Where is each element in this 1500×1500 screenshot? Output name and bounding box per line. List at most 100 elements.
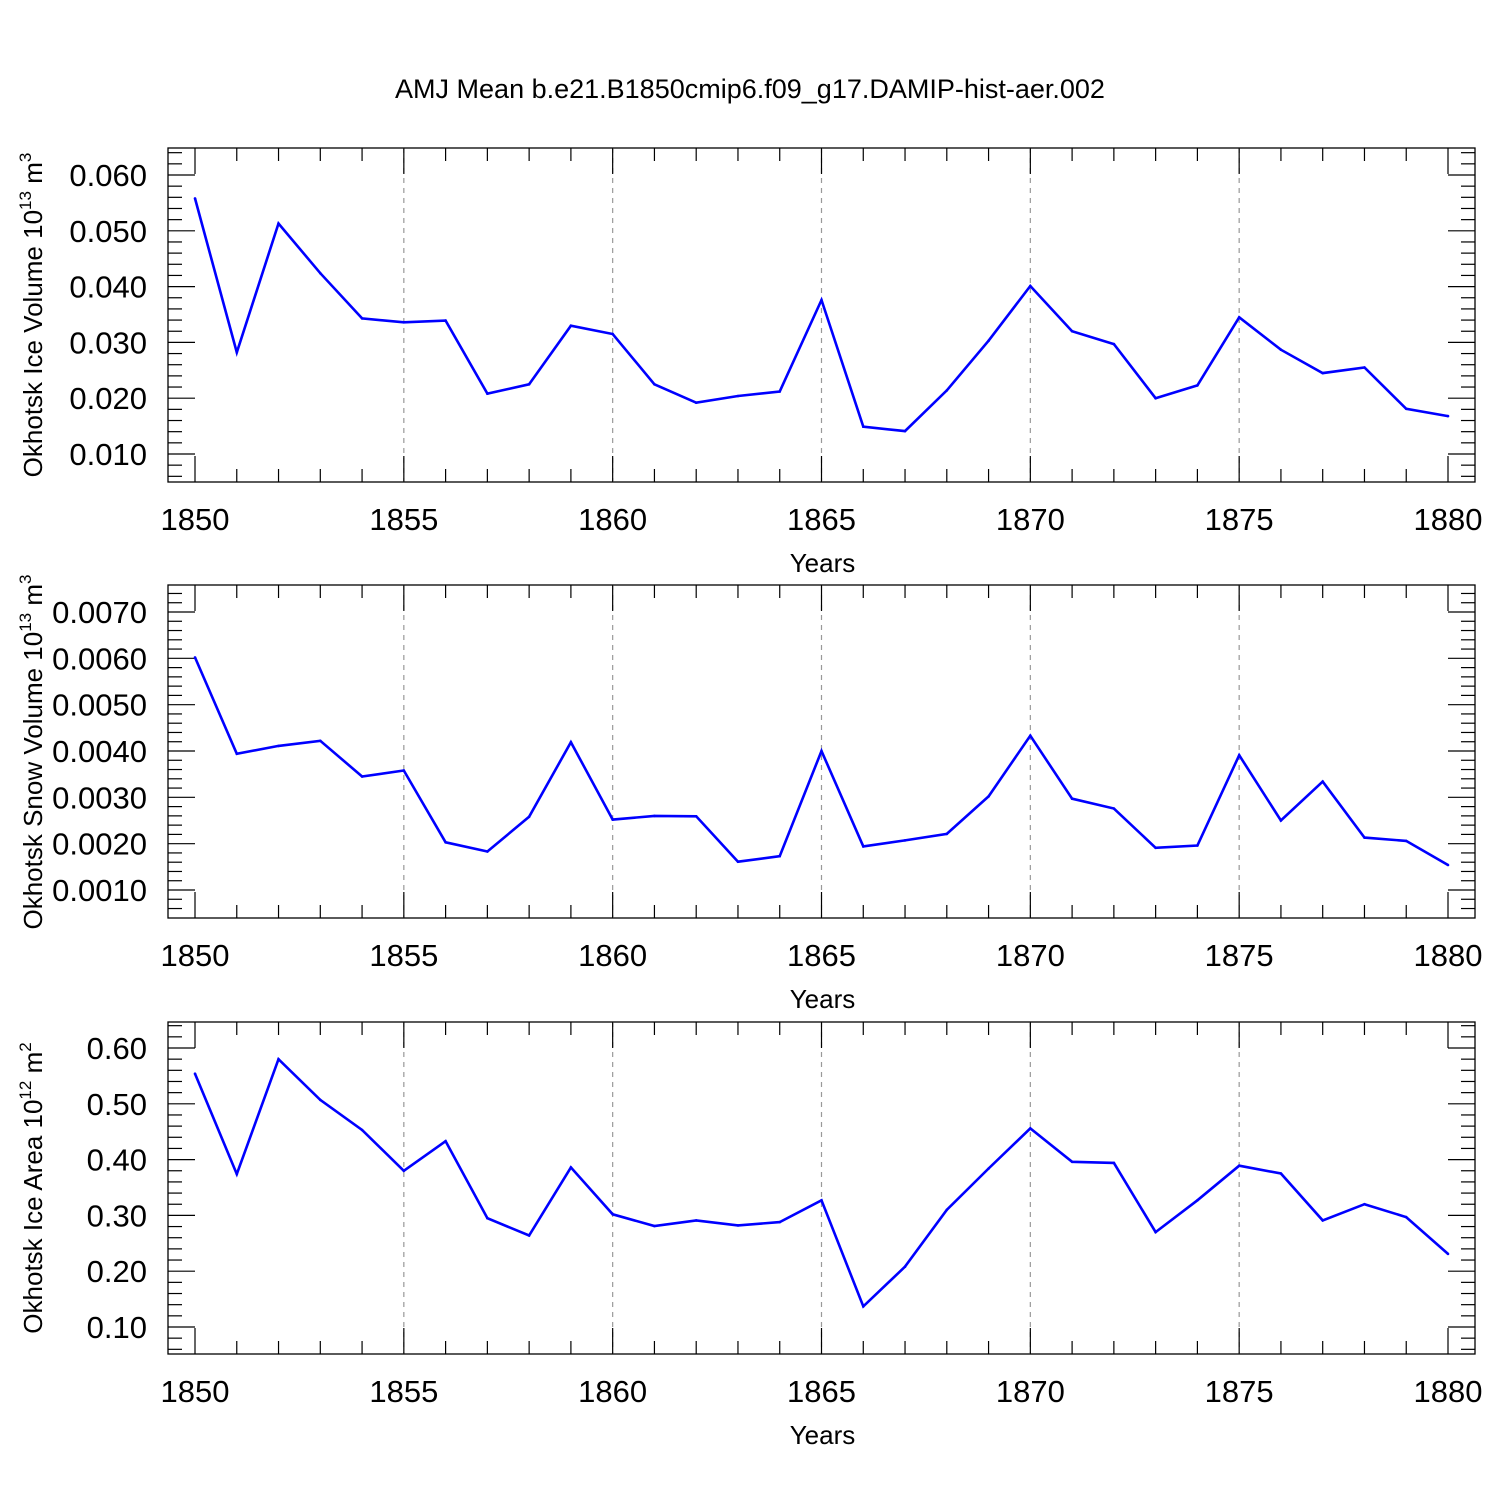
- data-point: [1446, 1252, 1450, 1256]
- y-axis-label: Okhotsk Snow Volume 1013 m3: [16, 575, 48, 930]
- y-axis-label-main: Okhotsk Ice Volume 10: [18, 210, 48, 477]
- x-tick-label: 1875: [1205, 938, 1274, 973]
- data-point: [611, 1213, 614, 1216]
- x-tick-label: 1855: [369, 938, 438, 973]
- data-point: [1154, 396, 1157, 400]
- data-point: [193, 656, 197, 659]
- data-point: [1446, 414, 1450, 418]
- y-tick-label: 0.020: [69, 381, 147, 416]
- data-point: [987, 1167, 990, 1170]
- y-axis-label-unit-exponent: 3: [16, 153, 35, 162]
- x-tick-label: 1870: [996, 938, 1065, 973]
- data-point: [277, 1057, 280, 1061]
- data-point: [1070, 797, 1074, 800]
- data-point: [653, 1224, 656, 1228]
- y-tick-label: 0.040: [69, 270, 147, 305]
- data-point: [402, 321, 406, 324]
- data-point: [694, 815, 698, 818]
- y-tick-label: 0.40: [87, 1143, 147, 1178]
- data-point: [527, 815, 531, 819]
- data-point: [569, 324, 573, 328]
- x-tick-label: 1870: [996, 1374, 1065, 1409]
- data-point: [360, 775, 364, 778]
- data-point: [611, 818, 614, 821]
- data-point: [1404, 839, 1408, 843]
- x-axis-label: Years: [790, 548, 856, 578]
- y-tick-label: 0.030: [69, 325, 147, 360]
- y-tick-label: 0.30: [87, 1198, 147, 1233]
- y-tick-label: 0.0060: [52, 641, 147, 676]
- data-point: [1029, 284, 1032, 288]
- data-point: [945, 389, 949, 392]
- x-tick-label: 1875: [1205, 1374, 1274, 1409]
- data-point: [1363, 1202, 1366, 1206]
- data-point: [820, 749, 823, 753]
- x-tick-label: 1850: [161, 938, 230, 973]
- x-tick-label: 1860: [578, 502, 647, 537]
- y-tick-label: 0.10: [87, 1310, 147, 1345]
- data-point: [1154, 846, 1157, 850]
- x-tick-label: 1870: [996, 502, 1065, 537]
- ice-volume-panel: 0.010 0.020 0.030 0.040 0.050 0.060 1850 1855 18…: [16, 147, 1483, 578]
- data-point: [277, 222, 280, 225]
- y-tick-label: 0.0030: [52, 780, 147, 815]
- x-tick-label: 1855: [369, 1374, 438, 1409]
- y-axis-label-main: Okhotsk Snow Volume 10: [18, 632, 48, 930]
- data-point: [1112, 1161, 1116, 1165]
- x-tick-label: 1880: [1414, 502, 1483, 537]
- y-axis-label: Okhotsk Ice Volume 1013 m3: [16, 153, 48, 478]
- x-tick-label: 1865: [787, 502, 856, 537]
- data-point: [1404, 407, 1408, 411]
- x-tick-label: 1875: [1205, 502, 1274, 537]
- data-point: [1029, 734, 1032, 737]
- data-point: [360, 1128, 364, 1132]
- data-point: [1196, 1199, 1199, 1202]
- data-point: [319, 739, 322, 743]
- snow-volume-panel: 0.0010 0.0020 0.0030 0.0040 0.0050 0.0060 0.00…: [16, 575, 1482, 1015]
- data-point: [319, 271, 322, 275]
- y-axis-label-unit: m: [18, 162, 48, 191]
- data-point: [1404, 1215, 1408, 1219]
- data-point: [694, 1219, 698, 1222]
- data-point: [277, 744, 280, 748]
- data-point: [1279, 819, 1283, 822]
- y-tick-label: 0.010: [69, 437, 147, 472]
- y-tick-label: 0.60: [87, 1031, 147, 1066]
- data-point: [444, 841, 447, 844]
- data-point: [319, 1098, 322, 1102]
- y-tick-label: 0.0050: [52, 688, 147, 723]
- x-tick-label: 1855: [369, 502, 438, 537]
- y-axis-label-exponent: 12: [16, 1081, 35, 1100]
- data-point: [444, 1139, 447, 1143]
- data-point: [235, 351, 239, 354]
- data-point: [486, 392, 489, 396]
- data-point: [736, 860, 740, 863]
- data-point: [987, 339, 990, 343]
- y-axis-label-unit: m: [18, 1052, 48, 1081]
- data-point: [862, 1305, 865, 1308]
- data-point: [653, 814, 656, 818]
- x-tick-label: 1860: [578, 938, 647, 973]
- y-tick-label: 0.050: [69, 214, 147, 249]
- y-axis-label-main: Okhotsk Ice Area 10: [18, 1100, 48, 1334]
- data-point: [778, 1220, 781, 1224]
- data-point: [1363, 366, 1366, 369]
- y-axis-label-unit: m: [18, 584, 48, 613]
- y-axis-label-unit-exponent: 3: [16, 575, 35, 584]
- x-axis-label: Years: [790, 984, 856, 1014]
- data-point: [569, 1166, 573, 1169]
- data-point: [402, 1169, 406, 1173]
- data-point: [736, 1224, 740, 1227]
- y-tick-label: 0.0020: [52, 827, 147, 862]
- data-point: [486, 1216, 489, 1220]
- data-point: [694, 401, 698, 405]
- y-tick-label: 0.50: [87, 1087, 147, 1122]
- data-point: [360, 317, 364, 320]
- data-point: [444, 319, 447, 322]
- data-point: [820, 298, 823, 302]
- data-point: [1196, 384, 1199, 387]
- data-point: [1237, 316, 1241, 319]
- data-point: [193, 197, 197, 200]
- data-point: [903, 1265, 907, 1268]
